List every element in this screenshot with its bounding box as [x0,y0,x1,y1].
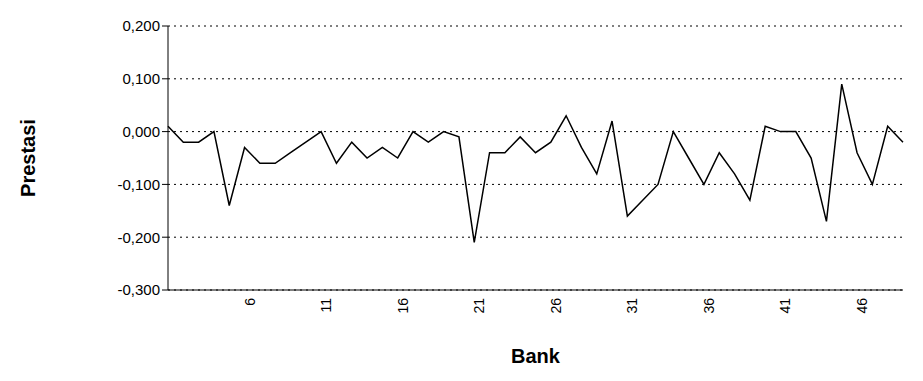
svg-text:-0,300: -0,300 [117,281,160,298]
svg-text:Bank: Bank [511,345,561,367]
svg-text:41: 41 [777,298,793,314]
svg-text:6: 6 [242,298,258,306]
svg-text:0,100: 0,100 [122,70,160,87]
svg-text:-0,200: -0,200 [117,229,160,246]
svg-text:11: 11 [318,298,334,313]
svg-text:Prestasi: Prestasi [17,119,39,197]
svg-text:46: 46 [854,298,870,314]
svg-text:36: 36 [701,298,717,314]
svg-text:-0,100: -0,100 [117,176,160,193]
svg-text:31: 31 [624,298,640,314]
svg-text:0,000: 0,000 [122,123,160,140]
svg-text:21: 21 [471,298,487,314]
svg-text:26: 26 [548,298,564,314]
svg-text:0,200: 0,200 [122,17,160,34]
svg-text:16: 16 [395,298,411,314]
